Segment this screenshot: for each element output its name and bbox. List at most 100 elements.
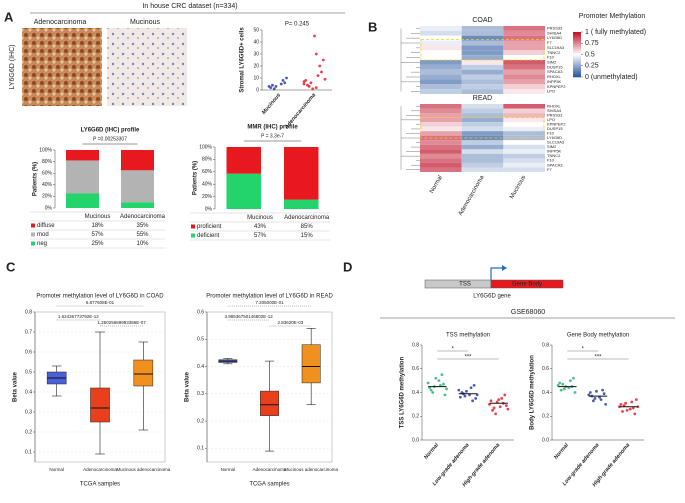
colorbar-step (573, 53, 581, 55)
data-point (429, 388, 433, 392)
data-point (504, 404, 508, 407)
data-point (272, 87, 276, 91)
row-label: LY6G6D (547, 35, 562, 40)
row-label: SIM2 (547, 59, 557, 64)
heatmap-cell (503, 131, 545, 136)
bar-segment (121, 202, 154, 208)
y-tick-label: 0.8 (412, 342, 419, 348)
heatmap-cell (420, 35, 462, 41)
gene-body-region (490, 279, 564, 289)
data-point (313, 34, 316, 38)
heatmap-cell (503, 153, 545, 159)
row-label: KPNPEP2 (547, 121, 566, 126)
heatmap-cell (420, 117, 462, 123)
image-caption: Adenocarcinoma (34, 19, 87, 26)
colorbar-step (573, 47, 581, 49)
row-label: SLC19A3 (547, 140, 565, 145)
heatmap-cell (420, 113, 462, 118)
value-label: 35% (136, 223, 149, 229)
data-point (434, 376, 438, 380)
chart-title: Promoter methylation level of LY6G6D in … (206, 294, 333, 300)
tss-region (424, 279, 492, 289)
colorbar-step (573, 45, 581, 48)
heatmap-cell (461, 140, 504, 145)
p-value: 7.205000E-01 (255, 300, 284, 305)
colorbar-step (573, 57, 581, 60)
heatmap-cell (461, 69, 504, 75)
heatmap-cell (420, 40, 462, 46)
y-axis-label: Beta value (185, 371, 191, 402)
chart-subtitle: P = 3.3e-7 (261, 133, 284, 139)
colorbar-step (573, 32, 581, 34)
bar-segment (121, 170, 154, 203)
data-point (634, 398, 638, 402)
data-point (285, 76, 288, 80)
heatmap-cell (503, 89, 545, 94)
data-point (621, 410, 624, 413)
ihc-label: LY6G6D (IHC) (9, 45, 16, 90)
data-point (472, 383, 476, 387)
tss-label: TSS (459, 282, 471, 288)
data-point (431, 391, 435, 394)
y-tick-label: 0.4 (197, 364, 204, 370)
data-point (271, 83, 274, 87)
y-tick-label: 20% (42, 194, 53, 200)
heatmap-title: READ (473, 95, 492, 102)
y-tick-label: 100% (199, 144, 212, 150)
data-point (492, 406, 496, 410)
x-axis-label: TCGA samples (249, 482, 289, 488)
data-point (465, 389, 468, 393)
heatmap-cell (503, 74, 545, 80)
legend-label: proficient (197, 224, 222, 230)
row-label: SIM2 (547, 144, 557, 149)
value-label: 25% (91, 241, 104, 247)
y-axis-label: Beta value (13, 371, 19, 402)
heatmap-cell (461, 50, 504, 56)
data-point (593, 397, 597, 400)
data-point (633, 412, 637, 416)
colorbar-label: 0.5 (585, 51, 595, 58)
bar-segment (66, 193, 99, 208)
data-point (283, 81, 287, 85)
data-point (309, 81, 313, 85)
value-label: 85% (301, 224, 314, 230)
heatmap-cell (420, 131, 462, 136)
value-label: 57% (254, 233, 267, 239)
data-point (471, 399, 474, 403)
row-label: RHOXL (547, 103, 562, 108)
panel-label: A (4, 9, 14, 24)
data-point (630, 400, 634, 404)
highlight-box (420, 117, 545, 139)
heatmap-cell (461, 117, 504, 123)
chart-subtitle: P= 0.245 (285, 22, 310, 28)
heatmap-cell (420, 50, 462, 56)
value-label: 18% (91, 223, 104, 229)
heatmap-cell (461, 64, 504, 70)
row-label: PRSS33 (547, 112, 563, 117)
heatmap-cell (420, 126, 462, 132)
chart-title: Gene Body methylation (567, 333, 629, 339)
x-tick-label: Mucinous adenocarcinoma (284, 467, 338, 472)
heatmap-cell (503, 26, 545, 31)
data-point (498, 405, 502, 409)
heatmap-cell (461, 40, 504, 46)
y-tick-label: 40 (253, 39, 259, 45)
colorbar-step (573, 36, 581, 39)
y-axis-label: Patients (%) (33, 162, 39, 196)
x-tick-label: Adenocarcinoma (253, 467, 287, 472)
p-value: 1.25025669993386E-07 (98, 320, 147, 325)
data-point (442, 382, 445, 386)
box (301, 344, 321, 384)
bar-segment (66, 150, 99, 161)
y-tick-label: 80% (42, 159, 53, 165)
heatmap-cell (503, 126, 545, 132)
value-label: 10% (136, 241, 149, 247)
data-point (558, 381, 562, 385)
data-point (559, 388, 563, 392)
heatmap-cell (461, 60, 504, 65)
data-point (437, 379, 441, 383)
heatmap-cell (461, 84, 504, 90)
data-point (443, 393, 447, 397)
y-tick-label: 0.2 (412, 414, 419, 420)
y-tick-label: 20% (202, 194, 213, 200)
